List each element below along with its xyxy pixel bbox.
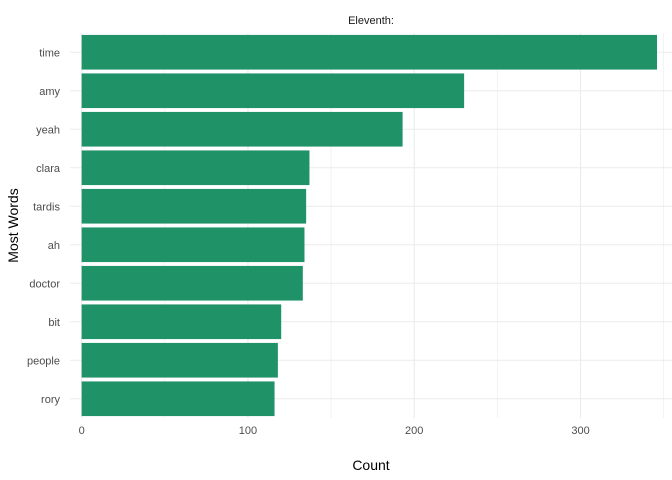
y-tick-label: ah — [48, 240, 60, 252]
y-tick-label: amy — [39, 86, 60, 98]
x-tick-label: 100 — [239, 425, 257, 437]
y-tick-label: tardis — [33, 201, 60, 213]
x-tick-label: 0 — [79, 425, 85, 437]
panel-title: Eleventh: — [348, 15, 394, 27]
bar-clara — [81, 150, 310, 186]
y-tick-label: people — [27, 355, 60, 367]
y-tick-label: rory — [41, 394, 60, 406]
x-tick-label: 200 — [405, 425, 423, 437]
bar-people — [81, 342, 278, 378]
x-axis-title: Count — [352, 457, 389, 473]
bar-yeah — [81, 111, 403, 147]
y-tick-label: clara — [36, 163, 61, 175]
bar-rory — [81, 381, 275, 417]
bar-tardis — [81, 188, 307, 224]
bar-time — [81, 34, 658, 70]
bars — [81, 34, 658, 417]
y-axis-title: Most Words — [5, 188, 21, 262]
x-tick-label: 300 — [571, 425, 589, 437]
y-tick-label: time — [39, 47, 60, 59]
y-tick-label: doctor — [29, 278, 60, 290]
bar-doctor — [81, 265, 303, 301]
bar-amy — [81, 73, 465, 109]
y-tick-label: bit — [48, 317, 60, 329]
x-tick-labels: 0 100 200 300 — [79, 425, 590, 437]
bar-bit — [81, 304, 282, 340]
y-tick-label: yeah — [36, 124, 60, 136]
bar-ah — [81, 227, 305, 263]
y-tick-labels: time amy yeah clara tardis ah doctor bit people r… — [27, 47, 61, 406]
